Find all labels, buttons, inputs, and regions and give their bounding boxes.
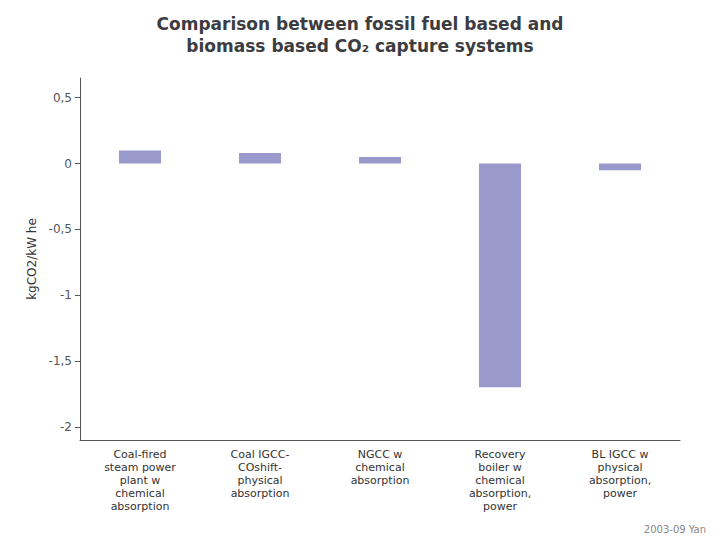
svg-text:absorption: absorption xyxy=(351,474,410,487)
svg-text:Comparison between fossil fuel: Comparison between fossil fuel based and xyxy=(157,14,564,34)
svg-text:physical: physical xyxy=(237,474,282,487)
svg-text:Coal IGCC-: Coal IGCC- xyxy=(231,448,290,461)
svg-text:0: 0 xyxy=(64,157,72,171)
svg-text:absorption: absorption xyxy=(111,500,170,513)
svg-text:Coal-fired: Coal-fired xyxy=(113,448,166,461)
svg-text:-1: -1 xyxy=(60,288,72,302)
svg-text:BL IGCC w: BL IGCC w xyxy=(592,448,649,461)
svg-text:COshift-: COshift- xyxy=(238,461,282,474)
svg-text:plant w: plant w xyxy=(120,474,161,487)
svg-text:power: power xyxy=(603,487,637,500)
svg-text:chemical: chemical xyxy=(475,474,524,487)
svg-text:absorption,: absorption, xyxy=(589,474,651,487)
svg-text:absorption,: absorption, xyxy=(469,487,531,500)
svg-text:power: power xyxy=(483,500,517,513)
svg-text:absorption: absorption xyxy=(231,487,290,500)
svg-text:Recovery: Recovery xyxy=(474,448,525,461)
svg-text:steam power: steam power xyxy=(104,461,176,474)
svg-text:kgCO2/kW he: kgCO2/kW he xyxy=(25,218,39,300)
svg-text:boiler w: boiler w xyxy=(478,461,522,474)
svg-text:-0,5: -0,5 xyxy=(49,222,72,236)
svg-text:chemical: chemical xyxy=(355,461,404,474)
svg-text:2003-09 Yan: 2003-09 Yan xyxy=(644,524,706,535)
svg-text:chemical: chemical xyxy=(115,487,164,500)
svg-text:-1,5: -1,5 xyxy=(49,354,72,368)
svg-text:0,5: 0,5 xyxy=(53,91,72,105)
svg-text:biomass based CO₂ capture syst: biomass based CO₂ capture systems xyxy=(186,36,533,56)
svg-text:NGCC w: NGCC w xyxy=(358,448,403,461)
svg-text:physical: physical xyxy=(597,461,642,474)
svg-text:-2: -2 xyxy=(60,420,72,434)
